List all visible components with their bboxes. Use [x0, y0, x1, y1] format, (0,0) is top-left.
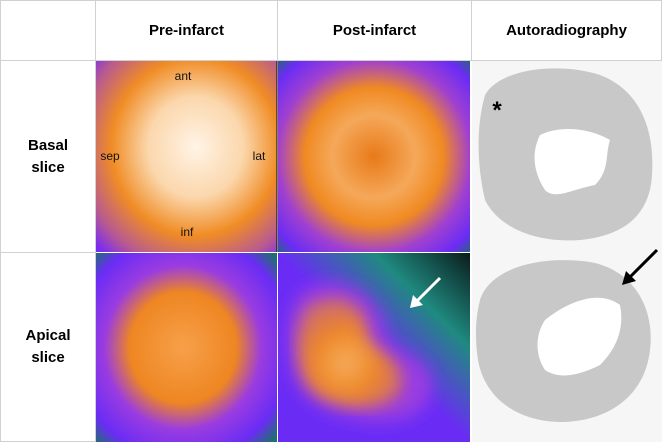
annotation: ant [175, 69, 192, 83]
row-label: Basal slice [27, 136, 69, 176]
annotation: inf [181, 225, 194, 239]
row-label-cell: Apical slice [0, 252, 96, 442]
annotation: sep [100, 149, 120, 163]
row-label: Apical slice [25, 327, 71, 366]
annotation: lat [253, 149, 266, 163]
annotation: * [492, 97, 502, 124]
